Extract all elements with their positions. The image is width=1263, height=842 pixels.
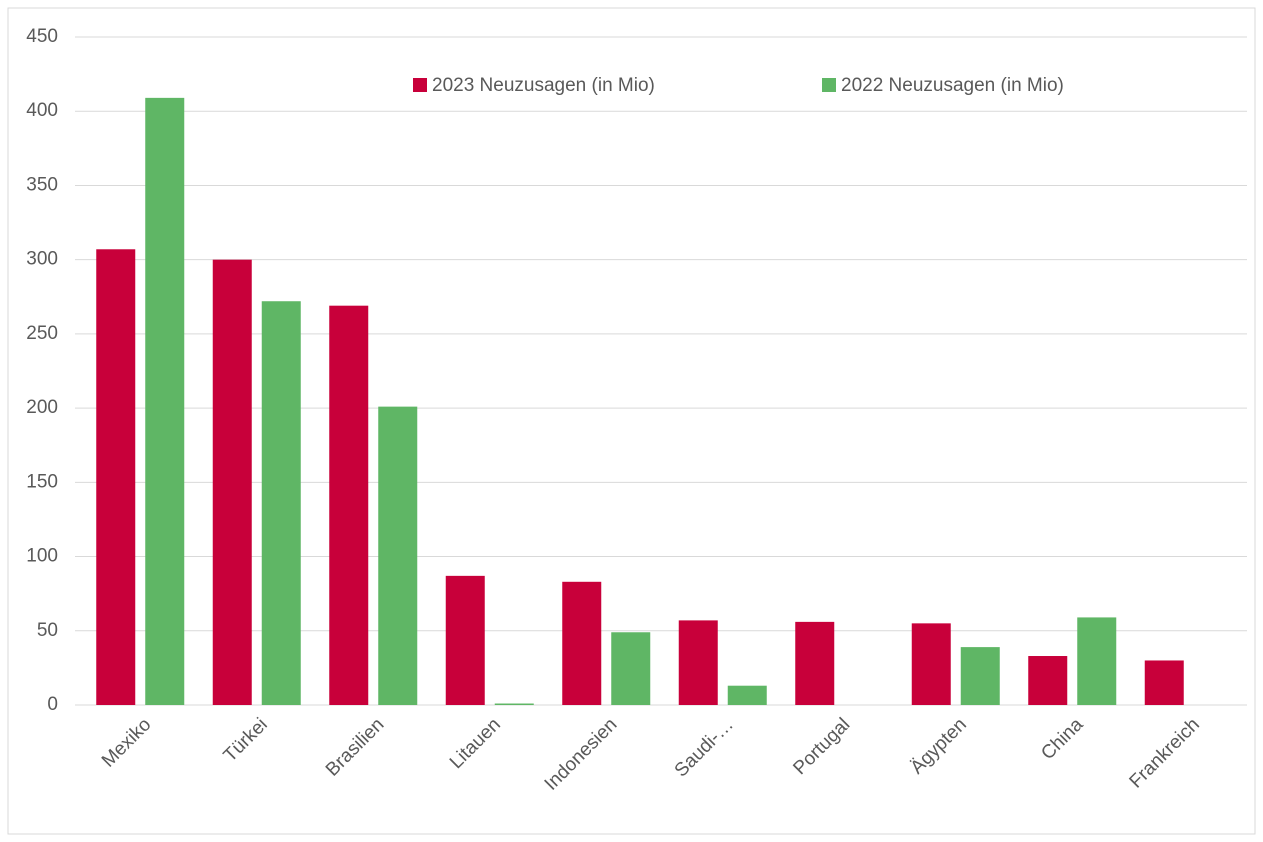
bar — [96, 249, 136, 705]
y-tick-label: 150 — [26, 471, 58, 492]
bar — [494, 703, 534, 705]
y-tick-label: 200 — [26, 397, 58, 418]
bar — [145, 97, 185, 705]
bar — [727, 685, 767, 705]
chart-border — [7, 7, 1256, 835]
bar — [911, 623, 951, 705]
bar — [329, 305, 369, 705]
legend-label: 2022 Neuzusagen (in Mio) — [841, 75, 1064, 96]
bar — [562, 581, 602, 705]
legend-swatch — [413, 78, 427, 92]
bar — [611, 632, 651, 705]
y-tick-label: 250 — [26, 323, 58, 344]
y-tick-label: 450 — [26, 26, 58, 47]
bar — [960, 647, 1000, 705]
bar — [1144, 660, 1184, 705]
y-tick-label: 300 — [26, 249, 58, 270]
y-tick-label: 50 — [37, 620, 58, 641]
y-tick-label: 100 — [26, 546, 58, 567]
y-tick-label: 400 — [26, 100, 58, 121]
y-tick-label: 350 — [26, 174, 58, 195]
bar — [261, 301, 301, 705]
bar — [212, 259, 252, 705]
bar — [445, 575, 485, 705]
bar — [1077, 617, 1117, 705]
bar — [1028, 656, 1068, 705]
legend-swatch — [822, 78, 836, 92]
bar — [678, 620, 718, 705]
legend-label: 2023 Neuzusagen (in Mio) — [432, 75, 655, 96]
bar — [795, 621, 835, 705]
y-tick-label: 0 — [47, 694, 58, 715]
bar — [378, 406, 418, 705]
